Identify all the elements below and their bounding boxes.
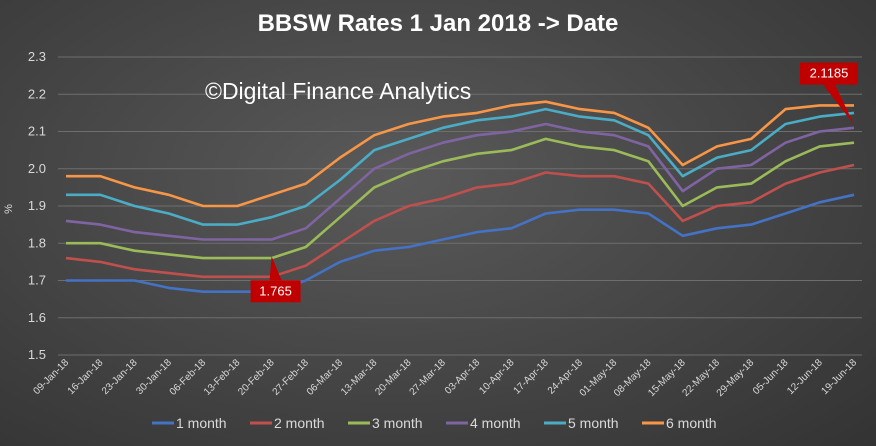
x-tick-label: 17-Apr-18 [512, 357, 552, 397]
y-tick-label: 2.2 [28, 86, 46, 101]
y-tick-label: 2.3 [28, 49, 46, 64]
legend-label: 3 month [372, 415, 423, 431]
series-line-3-month [66, 137, 855, 260]
callout-pointer [823, 84, 854, 125]
callout-label: 2.1185 [810, 66, 849, 81]
callout-box [800, 62, 858, 85]
x-tick-label: 12-Jun-18 [785, 357, 825, 397]
legend-label: 5 month [568, 415, 619, 431]
series-lines [65, 100, 855, 294]
y-axis: 1.5 1.6 1.7 1.8 1.9 2.0 2.1 2.2 2.3 [28, 49, 46, 362]
callout-label: 1.765 [259, 283, 292, 298]
x-tick-label: 05-Jun-18 [751, 357, 791, 397]
gridlines [58, 56, 862, 356]
series-line-4-month [65, 122, 855, 241]
y-tick-label: 1.7 [28, 273, 46, 288]
series-line-1-month [66, 193, 855, 294]
x-axis: 09-Jan-1816-Jan-1823-Jan-1830-Jan-1806-F… [32, 357, 860, 399]
y-tick-label: 1.6 [28, 310, 46, 325]
x-tick-label: 10-Apr-18 [477, 357, 517, 397]
y-tick-label: 2.1 [28, 124, 46, 139]
series-line-2-month [65, 163, 855, 279]
legend: 1 month 2 month 3 month 4 month 5 month 6 mon… [152, 415, 717, 431]
series-line-5-month [66, 107, 855, 226]
callout-box [250, 280, 301, 303]
y-tick-label: 1.8 [28, 235, 46, 250]
x-tick-label: 19-Jun-18 [820, 357, 860, 397]
callouts: 1.765 2.1185 [250, 62, 858, 303]
callout-pointer [269, 256, 282, 281]
watermark-text: ©Digital Finance Analytics [205, 78, 471, 104]
legend-label: 1 month [176, 415, 227, 431]
x-tick-label: 16-Jan-18 [66, 357, 106, 397]
x-tick-label: 29-May-18 [715, 357, 757, 399]
chart-title: BBSW Rates 1 Jan 2018 -> Date [258, 10, 619, 37]
y-axis-label: % [3, 204, 15, 214]
legend-label: 4 month [470, 415, 521, 431]
series-line-6-month [66, 100, 854, 208]
y-tick-label: 2.0 [28, 161, 46, 176]
x-tick-label: 09-Jan-18 [32, 357, 72, 397]
y-tick-label: 1.5 [28, 347, 46, 362]
legend-label: 6 month [666, 415, 717, 431]
x-tick-label: 23-Jan-18 [100, 357, 140, 397]
legend-label: 2 month [274, 415, 325, 431]
x-tick-label: 27-Mar-18 [408, 357, 449, 398]
x-tick-label: 03-Apr-18 [443, 357, 483, 397]
y-tick-label: 1.9 [28, 198, 46, 213]
